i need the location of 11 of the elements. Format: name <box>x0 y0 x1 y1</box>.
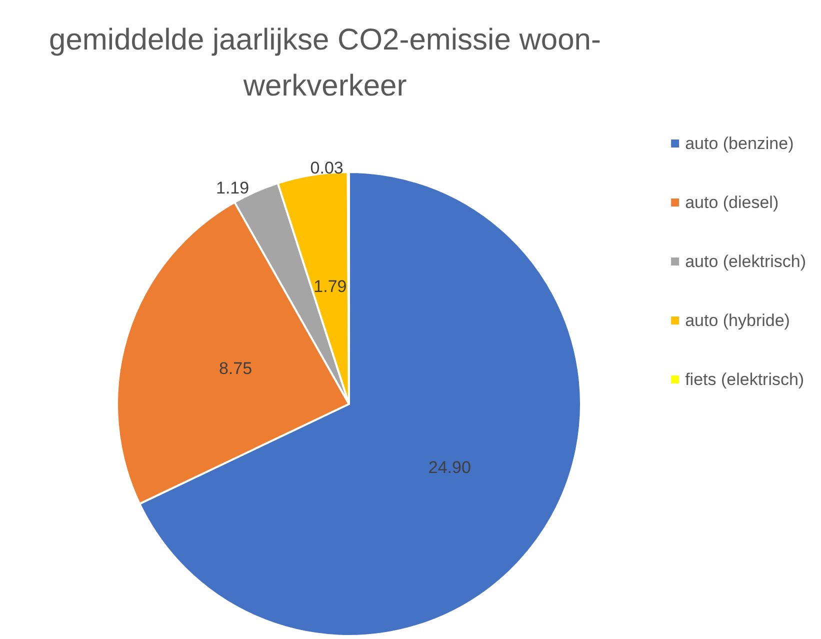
data-label: 0.03 <box>310 158 344 178</box>
data-label: 1.19 <box>216 178 250 198</box>
data-label: 24.90 <box>428 458 471 478</box>
legend-label: fiets (elektrisch) <box>685 370 804 389</box>
legend-label: auto (diesel) <box>685 193 779 212</box>
data-label: 1.79 <box>314 276 347 296</box>
legend-label: auto (elektrisch) <box>685 252 806 271</box>
chart-title: gemiddelde jaarlijkse CO2-emissie woon-werkverkeer <box>49 24 601 102</box>
legend-label: auto (benzine) <box>685 134 794 153</box>
data-label: 8.75 <box>218 358 252 378</box>
legend-label: auto (hybride) <box>685 311 790 330</box>
